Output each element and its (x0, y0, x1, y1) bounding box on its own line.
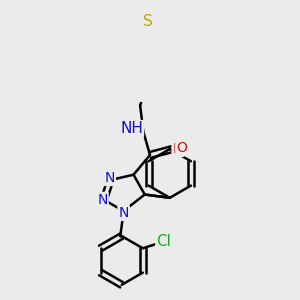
Text: N: N (172, 142, 183, 156)
Text: Cl: Cl (156, 234, 171, 249)
Text: N: N (97, 193, 108, 207)
Text: O: O (176, 141, 187, 155)
Text: N: N (118, 206, 129, 220)
Text: NH: NH (120, 121, 143, 136)
Text: N: N (105, 171, 115, 185)
Text: S: S (143, 14, 153, 28)
